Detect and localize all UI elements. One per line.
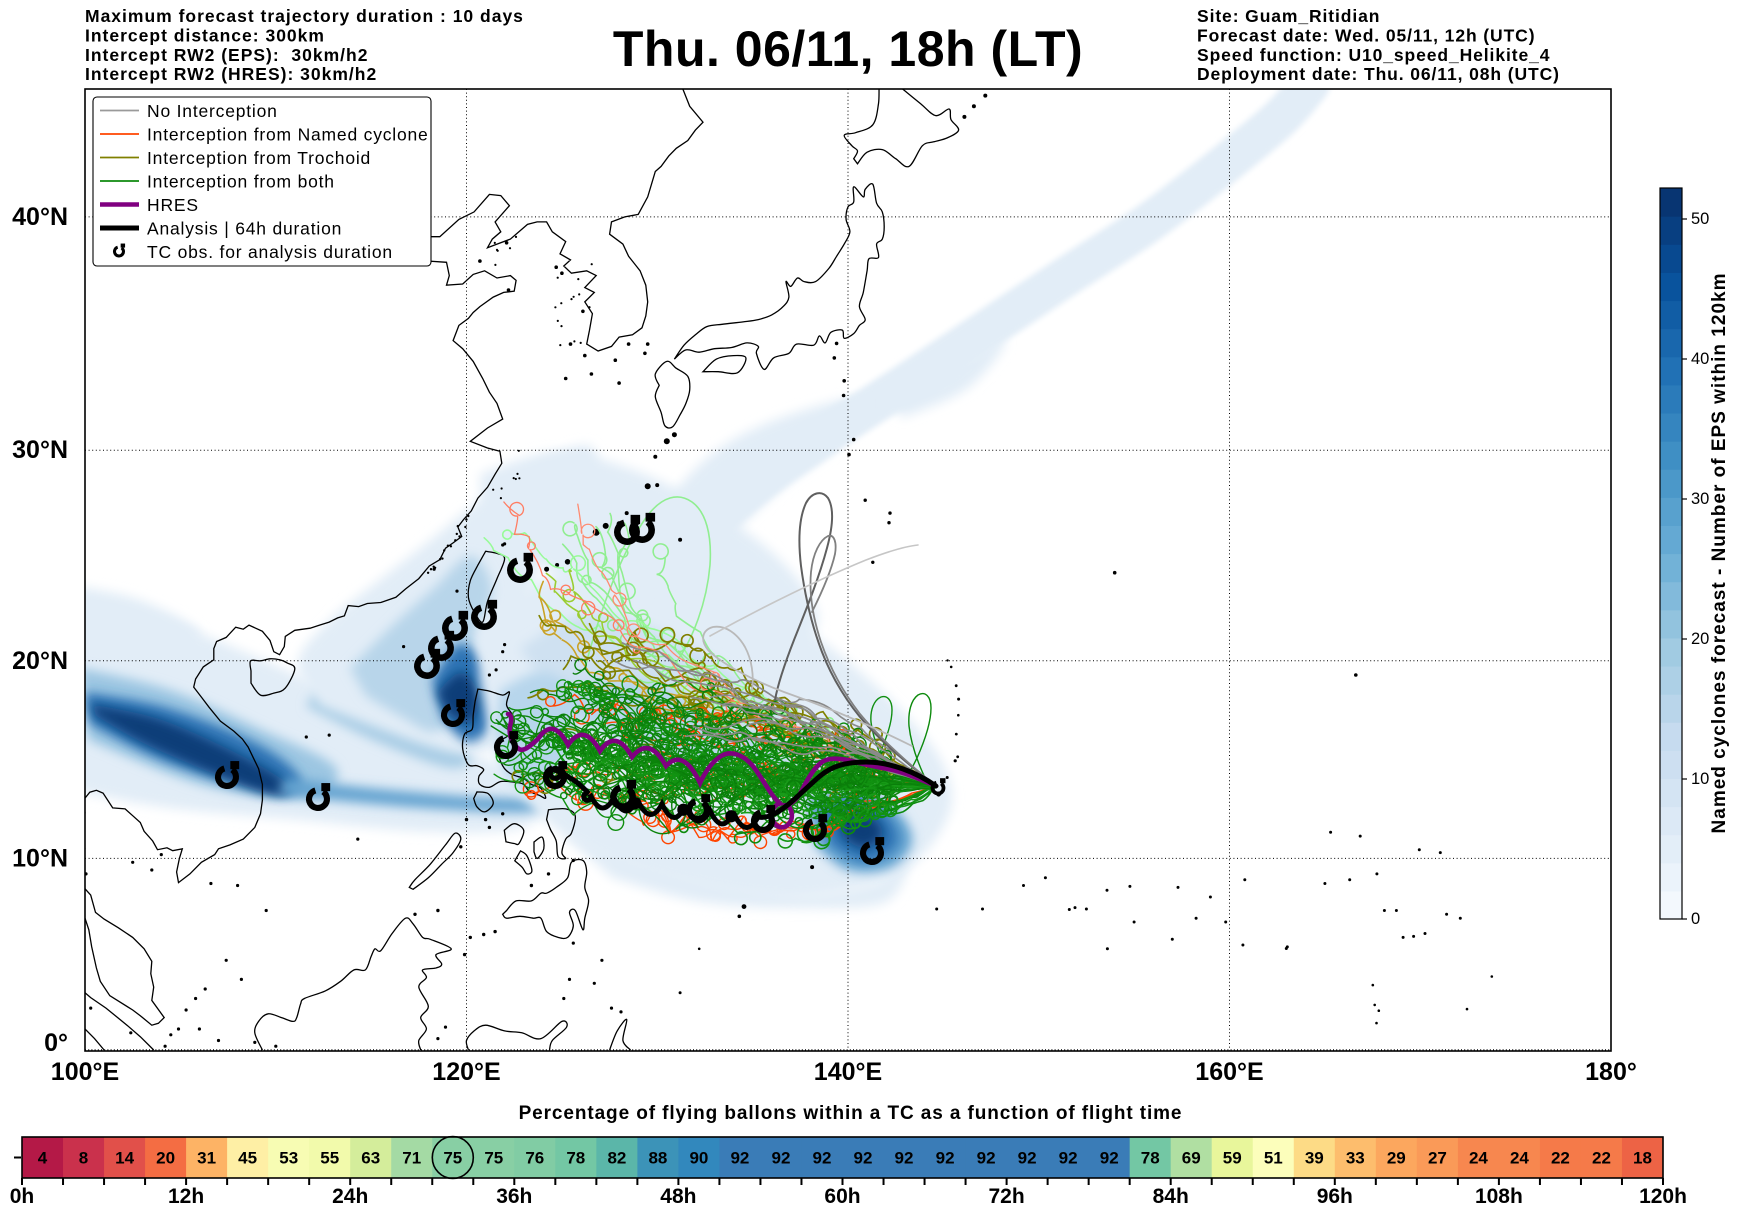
svg-text:108h: 108h [1475, 1185, 1523, 1208]
svg-text:60h: 60h [824, 1185, 860, 1208]
svg-text:No Interception: No Interception [147, 101, 278, 121]
svg-text:Site: Guam_Ritidian: Site: Guam_Ritidian [1197, 6, 1380, 26]
svg-text:10°N: 10°N [12, 844, 68, 872]
svg-text:Named cyclones forecast - Numb: Named cyclones forecast - Number of EPS … [1709, 273, 1730, 834]
svg-text:Interception from both: Interception from both [147, 172, 335, 192]
svg-text:50: 50 [1691, 210, 1709, 228]
svg-text:92: 92 [772, 1149, 791, 1168]
svg-text:120h: 120h [1639, 1185, 1687, 1208]
svg-text:55: 55 [320, 1149, 339, 1168]
svg-text:30: 30 [1691, 490, 1709, 508]
svg-text:20: 20 [1691, 630, 1709, 648]
svg-text:40: 40 [1691, 350, 1709, 368]
svg-text:22: 22 [1551, 1149, 1570, 1168]
svg-text:10: 10 [1691, 770, 1709, 788]
svg-text:72h: 72h [989, 1185, 1025, 1208]
svg-text:88: 88 [648, 1149, 667, 1168]
svg-text:Intercept RW2 (EPS): 30km/h2: Intercept RW2 (EPS): 30km/h2 [85, 45, 368, 65]
svg-text:12h: 12h [168, 1185, 204, 1208]
svg-text:40°N: 40°N [12, 203, 68, 231]
svg-text:82: 82 [607, 1149, 626, 1168]
svg-text:Forecast date: Wed. 05/11, 12h: Forecast date: Wed. 05/11, 12h (UTC) [1197, 25, 1535, 45]
svg-text:92: 92 [977, 1149, 996, 1168]
svg-text:51: 51 [1264, 1149, 1283, 1168]
svg-text:69: 69 [1182, 1149, 1201, 1168]
svg-text:22: 22 [1592, 1149, 1611, 1168]
svg-text:90: 90 [689, 1149, 708, 1168]
svg-text:Interception from Trochoid: Interception from Trochoid [147, 148, 371, 168]
svg-text:Deployment date: Thu. 06/11, 0: Deployment date: Thu. 06/11, 08h (UTC) [1197, 64, 1560, 84]
svg-text:92: 92 [730, 1149, 749, 1168]
svg-text:24: 24 [1510, 1149, 1529, 1168]
svg-text:75: 75 [484, 1149, 503, 1168]
svg-text:TC obs. for analysis duration: TC obs. for analysis duration [147, 242, 393, 262]
svg-text:27: 27 [1428, 1149, 1447, 1168]
svg-text:0h: 0h [10, 1185, 35, 1208]
svg-text:20°N: 20°N [12, 647, 68, 675]
svg-text:31: 31 [197, 1149, 216, 1168]
svg-text:30°N: 30°N [12, 436, 68, 464]
svg-text:HRES: HRES [147, 195, 199, 215]
svg-text:92: 92 [895, 1149, 914, 1168]
svg-text:76: 76 [525, 1149, 544, 1168]
svg-text:Analysis | 64h duration: Analysis | 64h duration [147, 219, 342, 239]
svg-text:24h: 24h [332, 1185, 368, 1208]
svg-text:Intercept RW2 (HRES): 30km/h2: Intercept RW2 (HRES): 30km/h2 [85, 64, 377, 84]
svg-text:92: 92 [1018, 1149, 1037, 1168]
svg-text:33: 33 [1346, 1149, 1365, 1168]
svg-text:120°E: 120°E [432, 1058, 500, 1086]
svg-text:24: 24 [1469, 1149, 1488, 1168]
svg-text:92: 92 [936, 1149, 955, 1168]
svg-text:0°: 0° [44, 1029, 68, 1057]
svg-text:45: 45 [238, 1149, 257, 1168]
svg-text:36h: 36h [496, 1185, 532, 1208]
svg-text:29: 29 [1387, 1149, 1406, 1168]
svg-text:0: 0 [1691, 910, 1700, 928]
svg-text:Interception from Named cyclon: Interception from Named cyclone [147, 125, 429, 145]
svg-text:96h: 96h [1317, 1185, 1353, 1208]
svg-text:92: 92 [854, 1149, 873, 1168]
svg-text:Intercept distance: 300km: Intercept distance: 300km [85, 25, 325, 45]
svg-text:160°E: 160°E [1195, 1058, 1263, 1086]
svg-text:4: 4 [38, 1149, 48, 1168]
svg-text:84h: 84h [1153, 1185, 1189, 1208]
svg-text:Maximum forecast trajectory du: Maximum forecast trajectory duration : 1… [85, 6, 524, 26]
svg-text:Thu. 06/11, 18h (LT): Thu. 06/11, 18h (LT) [613, 21, 1083, 77]
svg-text:71: 71 [402, 1149, 421, 1168]
svg-text:140°E: 140°E [814, 1058, 882, 1086]
svg-text:63: 63 [361, 1149, 380, 1168]
svg-text:Speed function: U10_speed_Heli: Speed function: U10_speed_Helikite_4 [1197, 45, 1550, 65]
svg-text:92: 92 [1059, 1149, 1078, 1168]
svg-text:8: 8 [79, 1149, 88, 1168]
svg-text:78: 78 [1141, 1149, 1160, 1168]
svg-text:39: 39 [1305, 1149, 1324, 1168]
svg-text:92: 92 [1100, 1149, 1119, 1168]
svg-text:18: 18 [1633, 1149, 1652, 1168]
svg-text:180°: 180° [1585, 1058, 1637, 1086]
svg-text:75: 75 [443, 1149, 462, 1168]
svg-text:14: 14 [115, 1149, 134, 1168]
svg-text:92: 92 [813, 1149, 832, 1168]
svg-text:78: 78 [566, 1149, 585, 1168]
svg-text:53: 53 [279, 1149, 298, 1168]
svg-text:48h: 48h [660, 1185, 696, 1208]
svg-text:20: 20 [156, 1149, 175, 1168]
svg-text:59: 59 [1223, 1149, 1242, 1168]
svg-text:100°E: 100°E [51, 1058, 119, 1086]
svg-text:Percentage of flying ballons w: Percentage of flying ballons within a TC… [519, 1103, 1183, 1124]
